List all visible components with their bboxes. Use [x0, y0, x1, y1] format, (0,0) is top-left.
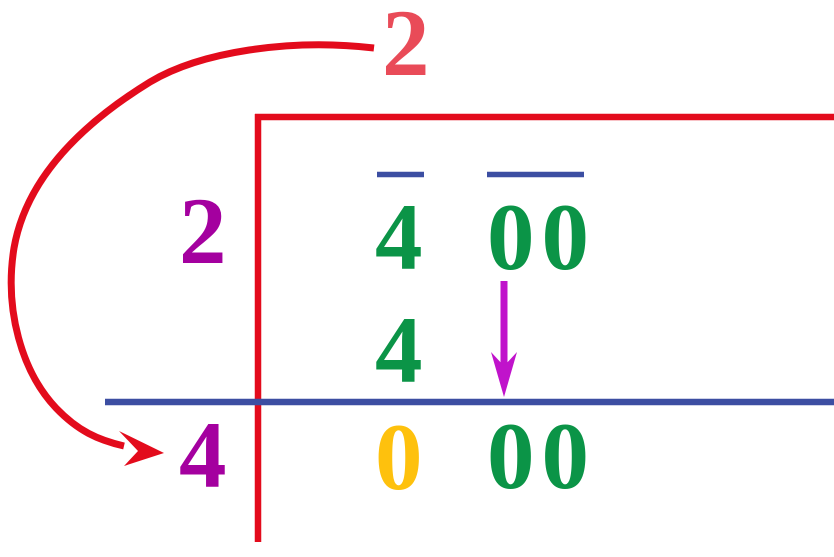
- remainder-hundreds-digit: 0: [375, 404, 423, 510]
- subtrahend-digit: 4: [375, 297, 423, 403]
- quotient-digit: 2: [382, 0, 430, 96]
- remainder-tens-units-digits: 00: [487, 403, 596, 509]
- product-digit: 4: [179, 402, 227, 508]
- dividend-hundreds-digit: 4: [375, 184, 423, 290]
- dividend-tens-units-digits: 00: [487, 184, 596, 290]
- quotient-to-product-curve: [7, 41, 375, 450]
- bring-down-arrow-head: [491, 352, 517, 397]
- divisor-digit: 2: [179, 178, 227, 284]
- quotient-to-product-arrow-head: [119, 431, 164, 466]
